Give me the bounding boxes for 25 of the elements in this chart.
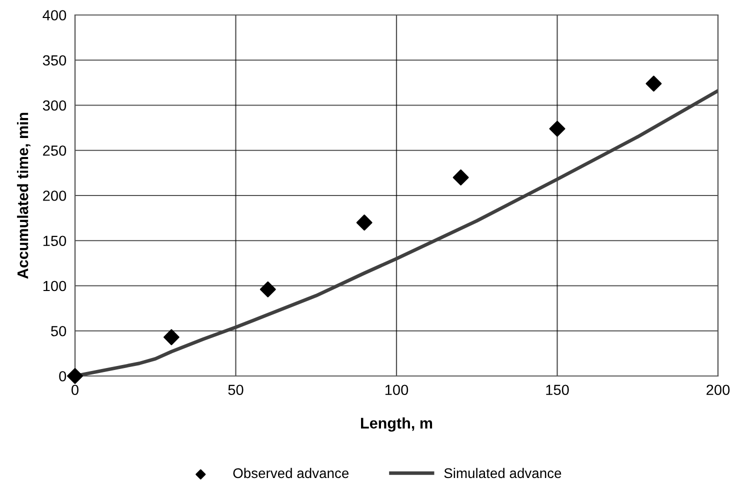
x-tick-label: 50: [228, 384, 244, 396]
y-tick-label: 300: [42, 100, 66, 111]
y-tick-label: 200: [43, 190, 66, 201]
x-tick-label: 100: [385, 384, 408, 396]
point: [646, 76, 662, 92]
y-tick-label: 350: [42, 55, 66, 66]
x-tick-label: 0: [72, 384, 78, 396]
point: [260, 281, 276, 298]
y-tick-label: 50: [51, 326, 66, 336]
y-tick-label: 100: [43, 280, 66, 292]
y-tick-label: 400: [42, 10, 66, 20]
y-tick-label: 250: [43, 145, 66, 156]
y-tick-label: 0: [59, 371, 66, 382]
x-tick-label: 200: [706, 384, 730, 396]
point: [356, 214, 372, 231]
point: [163, 329, 180, 346]
y-axis-title: Accumulated time, min: [16, 112, 30, 279]
legend-label: Observed advance: [233, 468, 349, 478]
legend-label: Simulated advance: [444, 468, 562, 478]
point: [549, 120, 566, 137]
x-axis-title: Length, m: [361, 417, 432, 432]
point: [452, 169, 469, 186]
y-tick-label: 150: [43, 236, 66, 246]
x-tick-label: 150: [546, 384, 569, 396]
point: [67, 368, 83, 384]
